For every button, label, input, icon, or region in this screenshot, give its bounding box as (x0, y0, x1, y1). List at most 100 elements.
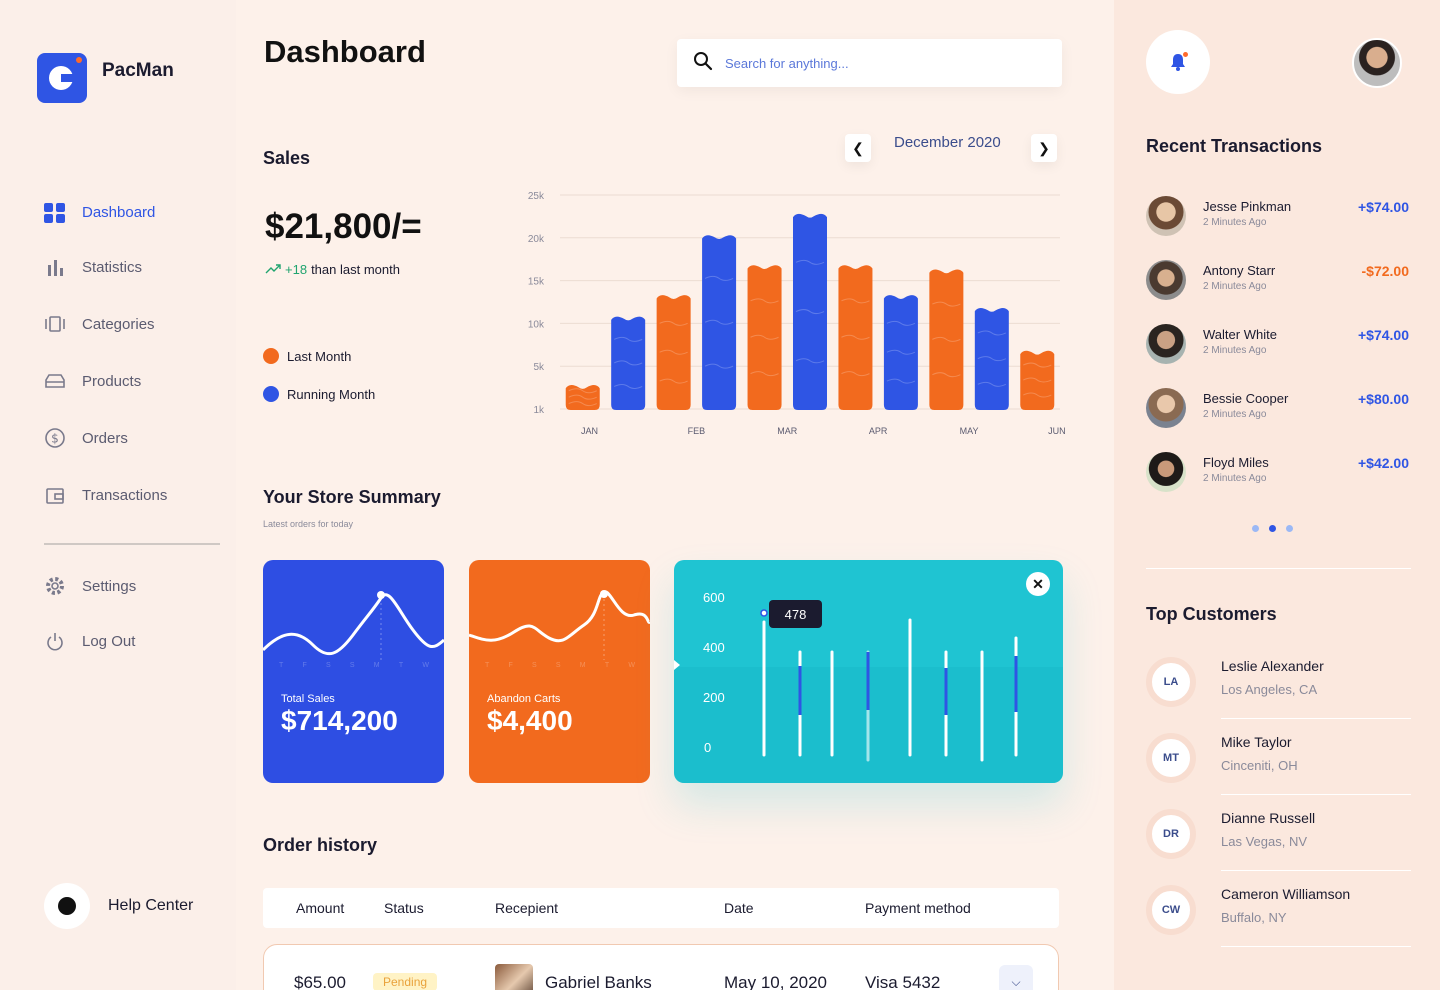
expand-row-button[interactable]: ⌵ (999, 965, 1033, 990)
bar-texture (886, 378, 916, 384)
last-month-bar[interactable] (1020, 350, 1055, 410)
transactions-pager (1252, 525, 1293, 532)
next-month-button[interactable]: ❯ (1031, 134, 1057, 162)
help-center-label: Help Center (108, 897, 194, 914)
chart-tooltip: 478 (769, 600, 822, 628)
bar-texture (613, 336, 643, 342)
bar-texture (1023, 377, 1052, 383)
last-month-bar[interactable] (656, 295, 691, 410)
last-month-bar[interactable] (929, 269, 964, 410)
sidebar-item-orders[interactable]: $ Orders (44, 427, 128, 449)
list-item[interactable]: DR Dianne Russell Las Vegas, NV (1146, 809, 1411, 871)
last-month-bar[interactable] (838, 265, 873, 410)
sales-amount: $21,800/= (265, 207, 422, 246)
y-tick-label: 10k (528, 319, 545, 330)
sidebar-item-statistics[interactable]: Statistics (44, 256, 142, 278)
running-month-bar[interactable] (611, 316, 646, 410)
help-center-button[interactable]: Help Center (44, 883, 193, 929)
pager-dot-active[interactable] (1269, 525, 1276, 532)
tx-time: 2 Minutes Ago (1203, 409, 1267, 420)
bar-texture (750, 298, 779, 304)
customer-location: Cinceniti, OH (1221, 758, 1298, 773)
customer-initials: LA (1146, 657, 1196, 707)
tx-time: 2 Minutes Ago (1203, 345, 1267, 356)
sidebar-item-label: Orders (82, 429, 128, 447)
sidebar-item-settings[interactable]: Settings (44, 575, 136, 597)
bar-texture (568, 401, 597, 407)
mini-y-label: 400 (703, 640, 725, 655)
customer-divider (1221, 946, 1411, 947)
search-icon (693, 51, 713, 76)
last-month-bar[interactable] (565, 385, 600, 410)
sidebar-item-categories[interactable]: Categories (44, 313, 155, 335)
sidebar-item-dashboard[interactable]: Dashboard (44, 201, 155, 223)
grid-icon (44, 201, 66, 223)
list-item[interactable]: Jesse Pinkman 2 Minutes Ago +$74.00 (1146, 194, 1409, 238)
list-item[interactable]: Bessie Cooper 2 Minutes Ago +$80.00 (1146, 386, 1409, 430)
power-icon (44, 630, 66, 652)
bar-texture (659, 349, 688, 355)
tx-time: 2 Minutes Ago (1203, 473, 1267, 484)
legend-dot-orange (263, 348, 279, 364)
sidebar-item-transactions[interactable]: Transactions (44, 484, 167, 506)
tx-amount: +$74.00 (1358, 199, 1409, 215)
panel-divider (1146, 568, 1411, 569)
tx-name: Walter White (1203, 327, 1277, 342)
running-month-bar[interactable] (974, 308, 1009, 410)
prev-month-button[interactable]: ❮ (845, 134, 871, 162)
close-button[interactable]: ✕ (1026, 572, 1050, 596)
sidebar-item-label: Products (82, 372, 142, 390)
col-payment: Payment method (865, 900, 971, 916)
list-item[interactable]: MT Mike Taylor Cinceniti, OH (1146, 733, 1411, 795)
notifications-button[interactable] (1146, 30, 1210, 94)
bell-icon (1171, 54, 1185, 71)
month-navigator: ❮ December 2020 ❯ (845, 134, 1057, 164)
sidebar-item-products[interactable]: Products (44, 370, 141, 392)
customer-initials: DR (1146, 809, 1196, 859)
pager-dot[interactable] (1252, 525, 1259, 532)
bar-texture (795, 309, 825, 315)
list-item[interactable]: Floyd Miles 2 Minutes Ago +$42.00 (1146, 450, 1409, 494)
bar-texture (659, 378, 688, 384)
sidebar-item-label: Categories (82, 315, 155, 333)
running-month-bar[interactable] (883, 295, 918, 410)
search-bar (677, 39, 1062, 87)
trend-value: +18 (285, 262, 308, 277)
pacman-icon (49, 66, 75, 90)
pager-dot[interactable] (1286, 525, 1293, 532)
list-item[interactable]: Antony Starr 2 Minutes Ago -$72.00 (1146, 258, 1409, 302)
summary-subtitle: Latest orders for today (263, 519, 354, 529)
total-sales-sparkline (263, 591, 444, 660)
list-item[interactable]: CW Cameron Williamson Buffalo, NY (1146, 885, 1411, 947)
y-tick-label: 5k (533, 362, 545, 373)
abandon-carts-value: $4,400 (487, 705, 573, 736)
sidebar-item-label: Dashboard (82, 203, 156, 221)
tx-amount: +$42.00 (1358, 455, 1409, 471)
sidebar-item-logout[interactable]: Log Out (44, 630, 135, 652)
avatar[interactable] (1352, 38, 1402, 88)
list-item[interactable]: Walter White 2 Minutes Ago +$74.00 (1146, 322, 1409, 366)
customer-location: Buffalo, NY (1221, 910, 1287, 925)
list-item[interactable]: LA Leslie Alexander Los Angeles, CA (1146, 657, 1411, 719)
chevron-down-icon: ⌵ (1011, 974, 1021, 989)
running-month-bar[interactable] (702, 235, 737, 410)
tx-name: Bessie Cooper (1203, 391, 1289, 406)
last-month-bar[interactable] (747, 265, 782, 410)
chevron-left-icon: ❮ (852, 139, 864, 156)
orders-mini-chart-card[interactable]: ✕ 600 400 200 0 478 (674, 560, 1063, 783)
sales-bar-chart: 25k 20k 15k 10k 5k 1k JAN FEB MAR APR MAY JUN (528, 191, 1065, 436)
search-input[interactable] (725, 55, 1025, 71)
running-month-bar[interactable] (793, 213, 827, 410)
customer-name: Leslie Alexander (1221, 658, 1324, 674)
legend-dot-blue (263, 386, 279, 402)
customer-divider (1221, 870, 1411, 871)
chevron-right-icon: ❯ (1038, 139, 1050, 156)
table-row[interactable]: $65.00 Pending Gabriel Banks May 10, 202… (263, 944, 1059, 990)
help-icon (44, 883, 90, 929)
bar-texture (977, 356, 1007, 362)
avatar (1146, 388, 1186, 428)
avatar (1146, 196, 1186, 236)
bar-texture (704, 319, 734, 325)
